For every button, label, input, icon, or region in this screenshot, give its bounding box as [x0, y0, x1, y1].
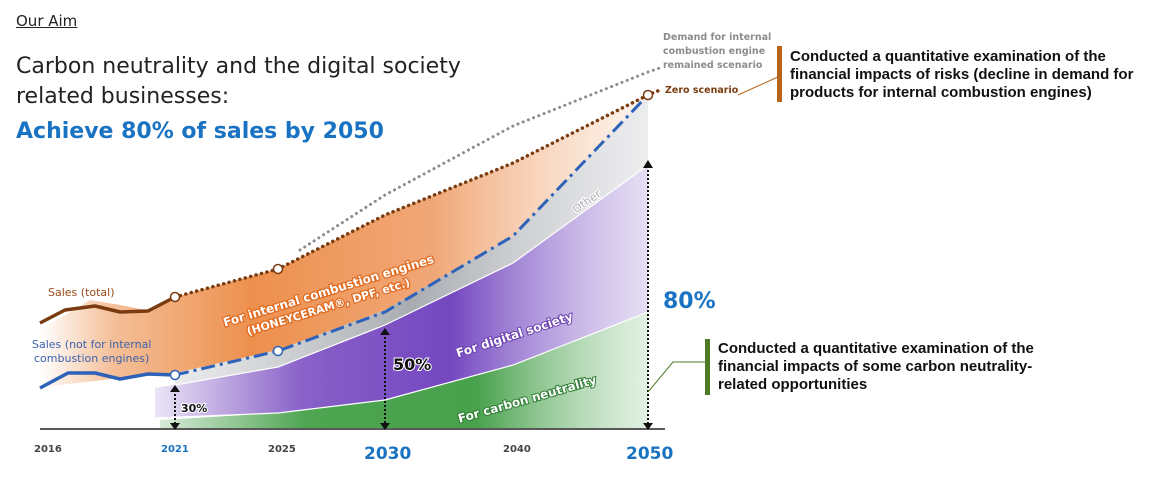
label-demand-2: combustion engine: [663, 46, 765, 57]
marker-2050: [642, 89, 654, 101]
label-80pct: 80%: [663, 289, 716, 314]
page-title: Carbon neutrality and the digital societ…: [16, 54, 461, 109]
line-sales-total-zero-scenario: [173, 88, 662, 299]
marker-notice-2025: [272, 345, 284, 357]
tick-2016: 2016: [34, 444, 62, 455]
line-sales-total-actual: [39, 295, 176, 325]
page-subtitle: Achieve 80% of sales by 2050: [16, 119, 384, 144]
risk-note-bar: [777, 46, 782, 102]
tick-2050: 2050: [626, 444, 673, 464]
tick-2021: 2021: [161, 444, 189, 455]
line-sales-not-ice-actual: [39, 371, 176, 390]
tick-2030: 2030: [364, 444, 411, 464]
area-digital-society: [155, 165, 648, 418]
line-sales-not-ice-forecast: [174, 93, 650, 377]
arrow-30pct: [170, 385, 180, 430]
opportunity-connector: [647, 361, 708, 393]
opportunity-note-bar: [705, 339, 710, 395]
area-carbon-neutrality: [160, 312, 648, 428]
marker-total-2025: [272, 263, 284, 275]
risk-note: Conducted a quantitative examination of …: [790, 48, 1134, 101]
label-50pct: 50%: [393, 355, 431, 374]
line-demand-remained: [298, 66, 662, 252]
risk-connector: [737, 75, 781, 96]
label-demand-3: remained scenario: [663, 60, 763, 71]
arrow-80pct: [643, 160, 653, 430]
label-sales-not-ice-1: Sales (not for internal: [32, 338, 151, 351]
aim-label: Our Aim: [16, 12, 78, 30]
marker-total-2021: [169, 291, 181, 303]
marker-notice-2021: [169, 369, 181, 381]
label-sales-not-ice-2: combustion engines): [34, 352, 149, 365]
label-30pct: 30%: [181, 402, 207, 415]
tick-2025: 2025: [268, 444, 296, 455]
label-sales-total: Sales (total): [48, 286, 115, 299]
opportunity-note: Conducted a quantitative examination of …: [718, 340, 1034, 393]
label-zero-scenario: Zero scenario: [665, 85, 739, 96]
label-demand-1: Demand for internal: [663, 32, 771, 43]
tick-2040: 2040: [503, 444, 531, 455]
arrow-50pct: [380, 328, 390, 430]
area-internal-combustion: [40, 95, 648, 388]
